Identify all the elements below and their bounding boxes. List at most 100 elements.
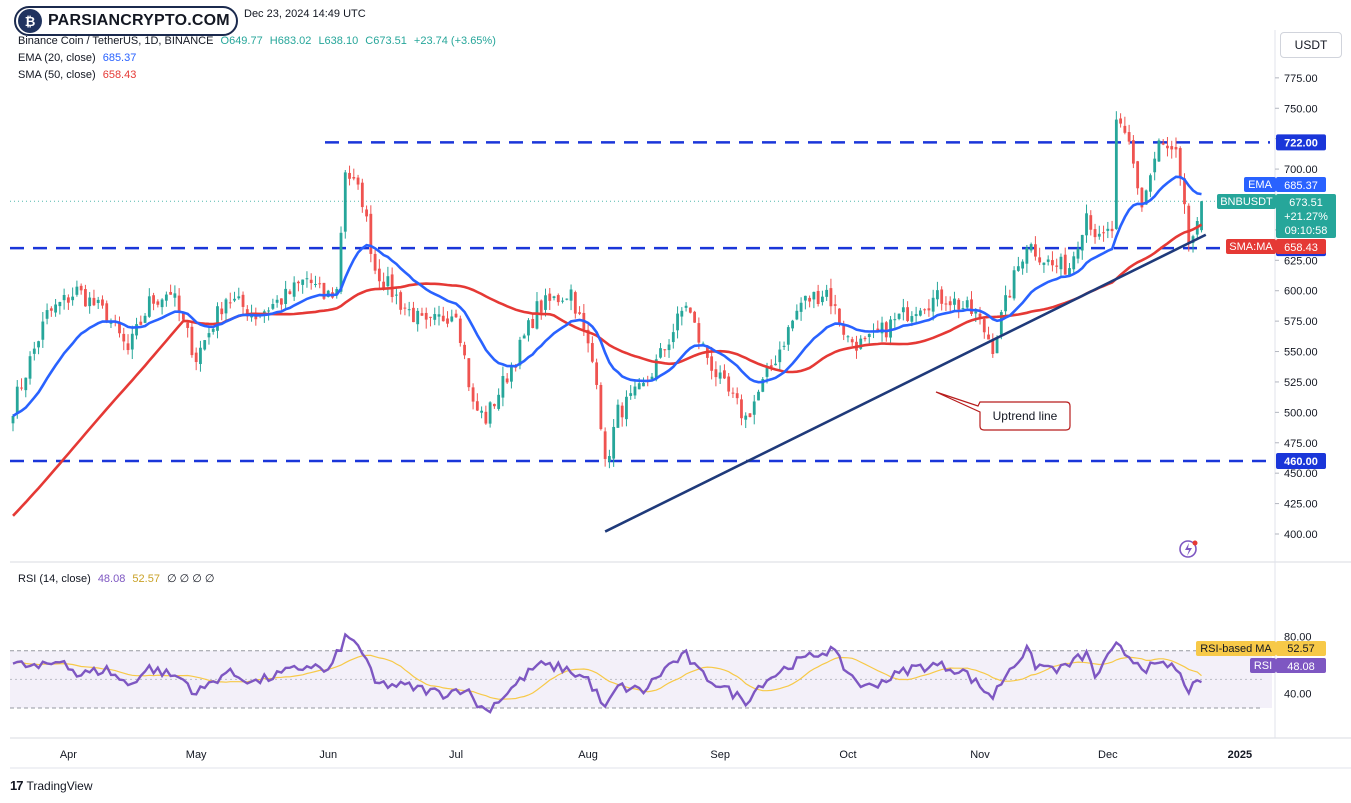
candle-body — [987, 334, 990, 340]
candle-body — [1140, 187, 1144, 208]
price-tick-label: 550.00 — [1284, 347, 1318, 359]
sma-50-line — [12, 223, 1203, 517]
candle-body — [1059, 256, 1063, 270]
lightning-icon[interactable] — [1179, 540, 1197, 558]
candle-body — [1085, 213, 1088, 236]
candle-body — [416, 310, 420, 325]
candle-body — [1089, 215, 1093, 230]
candle-body — [75, 286, 79, 295]
candle-body — [795, 310, 799, 320]
candle-body — [360, 182, 364, 208]
level-label: 722.00 — [1284, 137, 1318, 149]
candle-body — [680, 310, 684, 317]
candle-body — [420, 313, 424, 316]
candle-body — [778, 349, 782, 363]
ohlc-high: H683.02 — [269, 35, 312, 47]
candle-body — [586, 329, 590, 344]
candle-body — [936, 290, 939, 300]
candle-body — [32, 348, 36, 354]
candle-body — [744, 415, 748, 420]
candle-body — [24, 377, 28, 391]
rsi-ma-name-label: RSI-based MA — [1200, 643, 1272, 655]
tradingview-brand[interactable]: 17 TradingView — [10, 778, 93, 793]
ohlc-change: +23.74 (+3.65%) — [413, 35, 496, 47]
candle-body — [556, 295, 560, 303]
candle-body — [11, 416, 15, 424]
last-price-tag-text: 673.51 — [1289, 197, 1323, 209]
ohlc-close: C673.51 — [365, 35, 407, 47]
candle-body — [139, 321, 143, 325]
candle-body — [757, 391, 760, 401]
candle-body — [846, 336, 850, 338]
candle-body — [918, 310, 922, 316]
candle-body — [190, 326, 194, 356]
candle-body — [518, 339, 522, 366]
rsi-tick-label: 80.00 — [1284, 631, 1312, 643]
candle-body — [41, 321, 45, 340]
candle-body — [1016, 266, 1020, 271]
candle-body — [147, 296, 151, 317]
candle-body — [152, 295, 155, 304]
candle-body — [484, 411, 488, 424]
candle-body — [267, 310, 270, 312]
time-tick-label: Apr — [60, 749, 77, 761]
candle-body — [288, 291, 292, 294]
candle-body — [1131, 140, 1135, 164]
candle-body — [275, 299, 279, 303]
sma-price-tag-text: 658.43 — [1284, 242, 1318, 254]
candle-body — [463, 344, 466, 356]
candle-body — [1153, 158, 1157, 173]
candle-body — [531, 318, 535, 329]
candle-body — [838, 308, 841, 324]
candle-body — [480, 410, 483, 413]
sma-legend[interactable]: SMA (50, close) 658.43 — [18, 69, 136, 81]
candle-body — [109, 322, 113, 324]
candle-body — [697, 323, 701, 343]
candle-body — [944, 303, 948, 305]
candle-body — [876, 328, 880, 332]
level-tag-722.00 — [1276, 134, 1326, 151]
candle-body — [203, 340, 207, 350]
candle-body — [633, 386, 637, 396]
candle-body — [1119, 118, 1122, 124]
candle-body — [467, 358, 471, 388]
candle-body — [893, 319, 897, 321]
currency-button[interactable]: USDT — [1280, 32, 1342, 58]
candle-body — [45, 310, 49, 319]
candle-body — [37, 341, 40, 348]
candle-body — [314, 284, 317, 286]
candle-body — [608, 456, 611, 462]
candle-body — [812, 291, 816, 300]
candle-body — [143, 315, 147, 323]
time-tick-label: Jul — [449, 749, 463, 761]
candle-body — [654, 359, 658, 380]
candle-body — [403, 307, 407, 309]
rsi-value-tag — [1276, 658, 1326, 673]
rsi-legend[interactable]: RSI (14, close) 48.08 52.57 ∅ ∅ ∅ ∅ — [18, 572, 215, 585]
candle-body — [211, 328, 215, 332]
candle-body — [1170, 146, 1174, 150]
candle-body — [1042, 262, 1046, 265]
candle-body — [1021, 261, 1025, 269]
ema-legend[interactable]: EMA (20, close) 685.37 — [18, 52, 136, 64]
candle-body — [659, 348, 662, 358]
candle-body — [1093, 229, 1097, 238]
price-tick-label: 625.00 — [1284, 255, 1318, 267]
candle-body — [245, 309, 249, 317]
watermark-text: PARSIANCRYPTO.COM — [48, 12, 230, 29]
candle-body — [982, 319, 986, 333]
symbol-name-label: BNBUSDT — [1220, 196, 1273, 208]
candle-body — [160, 299, 164, 308]
candle-body — [84, 289, 87, 307]
candle-body — [765, 367, 769, 377]
candle-body — [774, 363, 777, 366]
candle-body — [1161, 142, 1165, 145]
candle-body — [539, 300, 543, 313]
candle-body — [884, 322, 888, 338]
candle-body — [194, 352, 198, 363]
price-tick-label: 475.00 — [1284, 438, 1318, 450]
time-tick-label: Nov — [970, 749, 990, 761]
candle-body — [573, 292, 577, 314]
candle-body — [450, 316, 454, 322]
